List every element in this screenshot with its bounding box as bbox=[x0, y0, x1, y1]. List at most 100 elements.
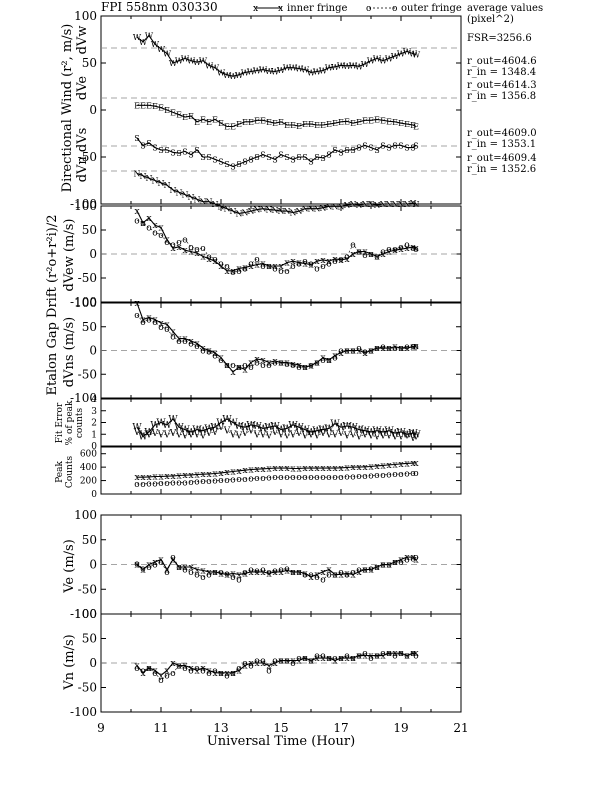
fit_error-point-fit-error-N-S-: V bbox=[337, 429, 345, 439]
ve-point-inner-fringe: x bbox=[152, 558, 157, 568]
fit-error-label-1: Fit Error bbox=[55, 402, 65, 443]
vn-point-outer-fringe: o bbox=[380, 649, 385, 659]
directional-point-dVs: S bbox=[380, 141, 385, 150]
peak_counts-point-inner-fringe: x bbox=[374, 462, 379, 472]
dVns-point-inner-fringe: x bbox=[236, 363, 241, 373]
fit_error-point-fit-error-W-E-: W bbox=[246, 421, 256, 431]
dVns-point-inner-fringe: x bbox=[284, 358, 289, 368]
ve-point-inner-fringe: x bbox=[164, 565, 169, 575]
legend-inner-marker-a: x bbox=[253, 4, 258, 14]
dVns-point-outer-fringe: o bbox=[272, 358, 277, 368]
directional-point-dVe: E bbox=[158, 104, 164, 113]
dVew-point-inner-fringe: x bbox=[314, 257, 319, 267]
directional-point-dVw: W bbox=[163, 50, 172, 59]
dVew-point-outer-fringe: o bbox=[224, 262, 229, 272]
vn-point-inner-fringe: x bbox=[236, 666, 241, 676]
dVew-point-outer-fringe: o bbox=[326, 260, 331, 270]
peak_counts-point-outer-fringe: o bbox=[404, 470, 409, 480]
vn-point-inner-fringe: x bbox=[182, 661, 187, 671]
ve-point-inner-fringe: x bbox=[398, 556, 403, 566]
directional-ytick-label: -100 bbox=[70, 197, 97, 211]
directional-point-dVw: W bbox=[277, 66, 286, 75]
dVew-point-outer-fringe: o bbox=[152, 228, 157, 238]
directional-point-dVe: E bbox=[332, 119, 338, 128]
dVns-ytick-label: 0 bbox=[89, 344, 97, 358]
peak_counts-point-outer-fringe: o bbox=[332, 473, 337, 483]
peak_counts-point-outer-fringe: o bbox=[212, 477, 217, 487]
directional-point-dVe: E bbox=[368, 116, 374, 125]
dVw-label: dVw bbox=[75, 26, 90, 55]
ve-point-inner-fringe: x bbox=[170, 556, 175, 566]
dVns-ytick-label: 50 bbox=[82, 320, 97, 334]
directional-point-dVw: W bbox=[343, 62, 352, 71]
directional-point-dVw: W bbox=[349, 61, 358, 70]
directional-point-dVn: N bbox=[146, 174, 153, 183]
vn-point-inner-fringe: x bbox=[176, 661, 181, 671]
directional-point-dVs: S bbox=[236, 160, 241, 169]
vn-point-inner-fringe: x bbox=[266, 661, 271, 671]
directional-point-dVw: W bbox=[412, 51, 421, 60]
dVns-point-outer-fringe: o bbox=[350, 347, 355, 357]
directional-point-dVs: S bbox=[146, 139, 151, 148]
directional-point-dVn: N bbox=[356, 201, 363, 210]
vn-point-outer-fringe: o bbox=[320, 652, 325, 662]
vn-point-outer-fringe: o bbox=[272, 657, 277, 667]
dVns-point-outer-fringe: o bbox=[224, 361, 229, 371]
vn-point-inner-fringe: x bbox=[140, 669, 145, 679]
vn-point-outer-fringe: o bbox=[314, 652, 319, 662]
directional-series-line-dVn bbox=[136, 172, 417, 214]
peak_counts-point-outer-fringe: o bbox=[413, 469, 418, 479]
dVew-point-inner-fringe: x bbox=[362, 248, 367, 258]
directional-point-dVs: S bbox=[326, 151, 331, 160]
directional-point-dVe: E bbox=[248, 118, 254, 127]
vn-point-outer-fringe: o bbox=[344, 652, 349, 662]
vn-point-inner-fringe: x bbox=[374, 652, 379, 662]
fit_error-point-fit-error-N-S-: V bbox=[199, 431, 207, 441]
dVew-point-inner-fringe: x bbox=[374, 252, 379, 262]
dVns-point-outer-fringe: o bbox=[320, 356, 325, 366]
ve-point-outer-fringe: o bbox=[290, 568, 295, 578]
dVns-point-outer-fringe: o bbox=[260, 361, 265, 371]
fit_error-point-fit-error-N-S-: V bbox=[391, 433, 399, 443]
directional-point-dVe: E bbox=[374, 115, 380, 124]
peak_counts-ytick-label: 0 bbox=[91, 490, 97, 500]
dVns-point-outer-fringe: o bbox=[176, 337, 181, 347]
directional-point-dVs: S bbox=[302, 153, 307, 162]
ve-point-inner-fringe: x bbox=[206, 568, 211, 578]
dVew-point-inner-fringe: x bbox=[368, 250, 373, 260]
directional-point-dVe: E bbox=[146, 101, 152, 110]
vn-ytick-label: 50 bbox=[82, 632, 97, 646]
ve-point-outer-fringe: o bbox=[296, 568, 301, 578]
vn-point-outer-fringe: o bbox=[176, 661, 181, 671]
directional-point-dVw: W bbox=[403, 47, 412, 56]
fit_error-point-fit-error-W-E-: W bbox=[378, 428, 388, 438]
directional-point-dVn: N bbox=[302, 205, 309, 214]
peak_counts-point-outer-fringe: o bbox=[410, 469, 415, 479]
directional-point-dVe: E bbox=[413, 122, 419, 131]
ve-point-outer-fringe: o bbox=[380, 561, 385, 571]
vn-point-outer-fringe: o bbox=[152, 669, 157, 679]
peak_counts-point-inner-fringe: x bbox=[224, 468, 229, 478]
directional-point-dVw: W bbox=[331, 63, 340, 72]
dVew-point-inner-fringe: x bbox=[260, 260, 265, 270]
ve-point-outer-fringe: o bbox=[284, 564, 289, 574]
dVew-point-inner-fringe: x bbox=[176, 243, 181, 253]
vn-point-inner-fringe: x bbox=[302, 654, 307, 664]
fit_error-point-fit-error-W-E-: W bbox=[330, 420, 340, 430]
ve-point-inner-fringe: x bbox=[266, 569, 271, 579]
peak_counts-point-outer-fringe: o bbox=[338, 473, 343, 483]
dVns-point-outer-fringe: o bbox=[386, 344, 391, 354]
dVew-point-inner-fringe: x bbox=[278, 262, 283, 272]
ve-ytick-label: -100 bbox=[70, 607, 97, 621]
x-tick-label: 11 bbox=[153, 721, 168, 735]
peak_counts-point-inner-fringe: x bbox=[200, 470, 205, 480]
dVns-point-outer-fringe: o bbox=[326, 356, 331, 366]
directional-point-dVe: E bbox=[218, 119, 224, 128]
dVew-point-inner-fringe: x bbox=[392, 246, 397, 256]
dVns-axis-label: dVns (m/s) bbox=[62, 317, 77, 387]
dVew-point-inner-fringe: x bbox=[332, 255, 337, 265]
directional-point-dVe: E bbox=[140, 101, 146, 110]
peak_counts-point-outer-fringe: o bbox=[302, 473, 307, 483]
